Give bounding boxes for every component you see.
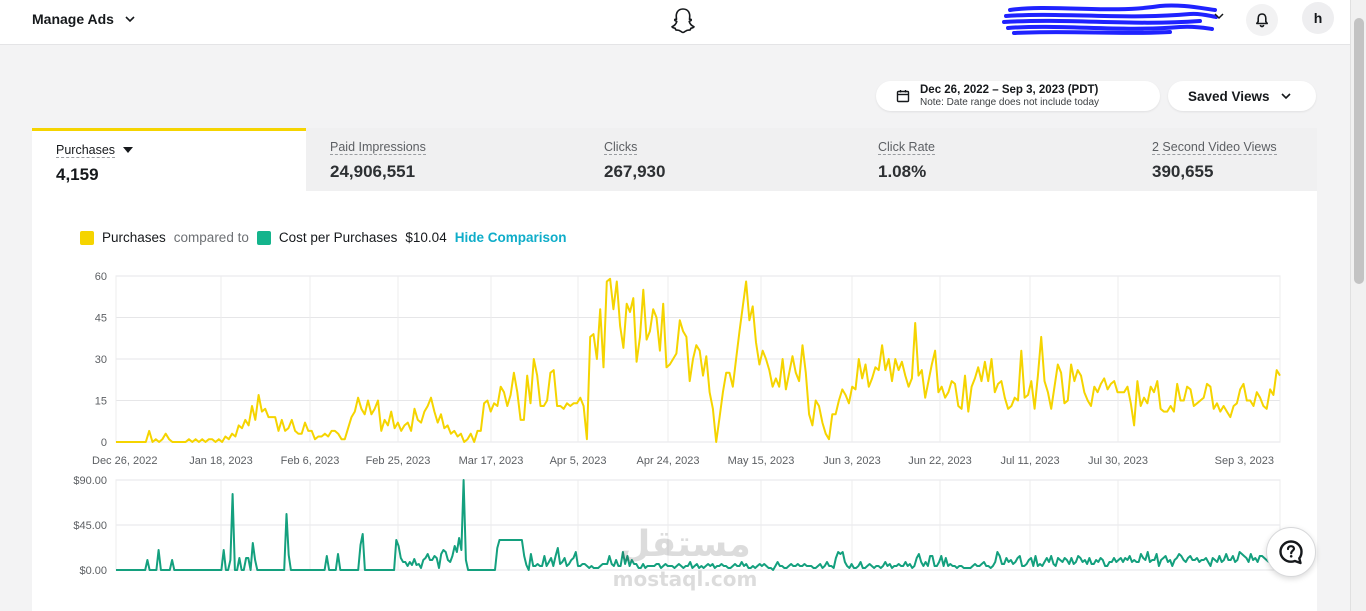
chart-legend: Purchases compared to Cost per Purchases… [80, 230, 566, 245]
saved-views-label: Saved Views [1188, 88, 1270, 104]
tab-label: Paid Impressions [330, 140, 426, 155]
tab-value: 24,906,551 [330, 162, 416, 181]
manage-ads-menu[interactable]: Manage Ads [32, 11, 136, 27]
tab-label: 2 Second Video Views [1152, 140, 1277, 155]
x-tick-label: Apr 24, 2023 [637, 455, 700, 467]
x-tick-label: Feb 6, 2023 [281, 455, 340, 467]
bell-icon [1256, 13, 1268, 28]
legend-swatch-purchases [80, 230, 94, 245]
calendar-icon [896, 90, 910, 103]
manage-ads-label: Manage Ads [32, 11, 114, 27]
x-tick-label: Feb 25, 2023 [366, 455, 431, 467]
tab-click-rate[interactable]: Click Rate 1.08% [854, 128, 1128, 191]
chevron-down-icon [125, 16, 135, 23]
date-range-text: Dec 26, 2022 – Sep 3, 2023 (PDT) [920, 84, 1099, 96]
tab-purchases[interactable]: Purchases 4,159 [32, 128, 306, 191]
tab-clicks[interactable]: Clicks 267,930 [580, 128, 854, 191]
x-tick-label: Jun 3, 2023 [823, 455, 881, 467]
top-chart-x-ticks: Dec 26, 2022 Jan 18, 2023 Feb 6, 2023 Feb 2… [92, 455, 1274, 467]
top-chart-grid [115, 275, 1281, 443]
tab-label: Purchases [56, 143, 116, 158]
bottom-chart-grid [115, 479, 1281, 571]
saved-views-dropdown[interactable]: Saved Views [1168, 81, 1316, 111]
account-name-redacted[interactable] [1000, 2, 1218, 38]
y-tick-label: 45 [95, 313, 107, 325]
caret-down-icon[interactable] [123, 146, 134, 153]
bottom-chart-y-ticks: $0.00 $45.00 $90.00 [73, 475, 107, 577]
snapchat-ghost-icon[interactable] [668, 6, 698, 36]
legend-primary: Purchases [102, 230, 166, 245]
tab-value: 390,655 [1152, 162, 1214, 181]
date-range-picker[interactable]: Dec 26, 2022 – Sep 3, 2023 (PDT) Note: D… [876, 81, 1160, 111]
chevron-down-icon [1280, 93, 1291, 100]
avatar-initial: h [1313, 10, 1323, 26]
purchases-series-line [116, 277, 1281, 443]
x-tick-label: Mar 17, 2023 [459, 455, 524, 467]
top-chart-y-ticks: 0 15 30 45 60 [95, 271, 107, 449]
x-tick-label: Dec 26, 2022 [92, 455, 157, 467]
tab-value: 267,930 [604, 162, 666, 181]
avatar[interactable]: h [1302, 2, 1334, 34]
y-tick-label: $90.00 [73, 475, 107, 487]
legend-swatch-cost [256, 230, 271, 245]
x-tick-label: Jan 18, 2023 [189, 455, 253, 467]
tab-paid-impressions[interactable]: Paid Impressions 24,906,551 [306, 128, 580, 191]
cost-series-line [116, 479, 1281, 571]
x-tick-label: Sep 3, 2023 [1215, 455, 1274, 467]
tab-value: 4,159 [56, 165, 99, 184]
y-tick-label: 60 [95, 271, 107, 283]
tab-value: 1.08% [878, 162, 927, 181]
x-tick-label: Jun 22, 2023 [908, 455, 972, 467]
tab-label: Click Rate [878, 140, 935, 155]
date-range-note: Note: Date range does not include today [920, 97, 1100, 108]
y-tick-label: $0.00 [79, 565, 107, 577]
x-tick-label: May 15, 2023 [728, 455, 795, 467]
metric-tabs: Purchases 4,159 Paid Impressions 24,906,… [32, 128, 1317, 191]
y-tick-label: 0 [101, 437, 107, 449]
y-tick-label: 15 [95, 396, 107, 408]
y-tick-label: 30 [95, 354, 107, 366]
hide-comparison-link[interactable]: Hide Comparison [454, 230, 567, 245]
x-tick-label: Apr 5, 2023 [550, 455, 607, 467]
legend-secondary: Cost per Purchases [278, 230, 398, 245]
x-tick-label: Jul 11, 2023 [1000, 455, 1059, 467]
help-question-icon [1279, 540, 1303, 565]
y-tick-label: $45.00 [73, 520, 107, 532]
legend-compared-to: compared to [173, 230, 249, 245]
page-scrollbar[interactable] [1350, 0, 1366, 611]
top-bar: Manage Ads h [0, 0, 1350, 45]
x-tick-label: Jul 30, 2023 [1088, 455, 1148, 467]
scrollbar-thumb[interactable] [1354, 18, 1364, 284]
tab-label: Clicks [604, 140, 638, 155]
legend-secondary-value: $10.04 [405, 230, 447, 245]
tab-video-views[interactable]: 2 Second Video Views 390,655 [1128, 128, 1317, 191]
help-button[interactable] [1266, 527, 1316, 577]
account-chevron-down-icon[interactable] [1212, 9, 1226, 23]
notifications-button[interactable] [1246, 4, 1278, 36]
